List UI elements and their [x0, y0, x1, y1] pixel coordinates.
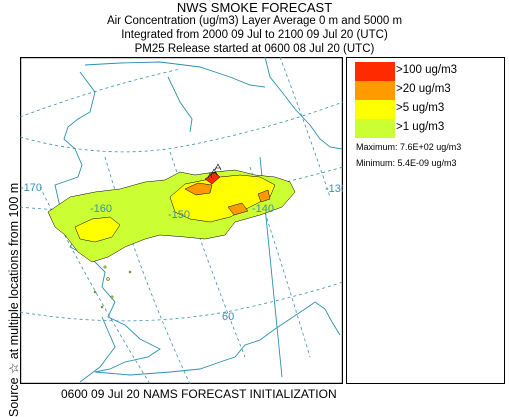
- forecast-title: NWS SMOKE FORECAST: [176, 0, 333, 15]
- legend-label: >20 ug/m3: [396, 83, 451, 95]
- legend-entry: >1 ug/m3: [355, 119, 505, 138]
- legend-swatch: [355, 81, 395, 100]
- legend-entry: >5 ug/m3: [355, 100, 505, 119]
- lon-label-130: -130: [325, 183, 343, 195]
- legend-entry: >20 ug/m3: [355, 81, 505, 100]
- alaska-coastline: [54, 57, 343, 383]
- release-time: PM25 Release started at 0600 08 Jul 20 (…: [134, 43, 375, 55]
- forecast-subtitle: Air Concentration (ug/m3) Layer Average …: [106, 15, 403, 27]
- maximum-value: Maximum: 7.6E+02 ug/m3: [356, 142, 462, 152]
- plume-gt20-b: [227, 202, 249, 216]
- fire-source-markers: [207, 163, 222, 179]
- legend-label: >100 ug/m3: [396, 64, 458, 76]
- lon-label-140: -140: [252, 203, 274, 215]
- legend-label: >5 ug/m3: [396, 102, 445, 114]
- legend-label: >1 ug/m3: [396, 121, 445, 133]
- lat-label-60: 60: [222, 311, 234, 323]
- plume-gt20-c: [257, 189, 271, 203]
- legend-swatch: [355, 119, 395, 138]
- smoke-forecast-map: -170 -160 -150 -140 -130 60: [20, 57, 343, 384]
- integration-period: Integrated from 2000 09 Jul to 2100 09 J…: [121, 29, 388, 41]
- lon-label-160: -160: [90, 203, 112, 215]
- concentration-legend: >100 ug/m3 >20 ug/m3 >5 ug/m3 >1 ug/m3 M…: [346, 57, 505, 384]
- plume-gt20: [184, 182, 213, 196]
- longitude-labels: -170 -160 -150 -140 -130 60: [20, 182, 343, 323]
- plume-gt5-west: [74, 216, 121, 243]
- legend-swatch: [355, 100, 395, 119]
- scattered-smoke-patches: [93, 265, 132, 309]
- lon-label-170: -170: [20, 182, 42, 194]
- forecast-initialization: 0600 09 Jul 20 NAMS FORECAST INITIALIZAT…: [61, 387, 337, 401]
- smoke-plume: [47, 163, 296, 309]
- lon-label-150: -150: [168, 209, 190, 221]
- legend-entry: >100 ug/m3: [355, 62, 505, 81]
- minimum-value: Minimum: 5.4E-09 ug/m3: [356, 158, 457, 168]
- legend-swatch: [355, 62, 395, 81]
